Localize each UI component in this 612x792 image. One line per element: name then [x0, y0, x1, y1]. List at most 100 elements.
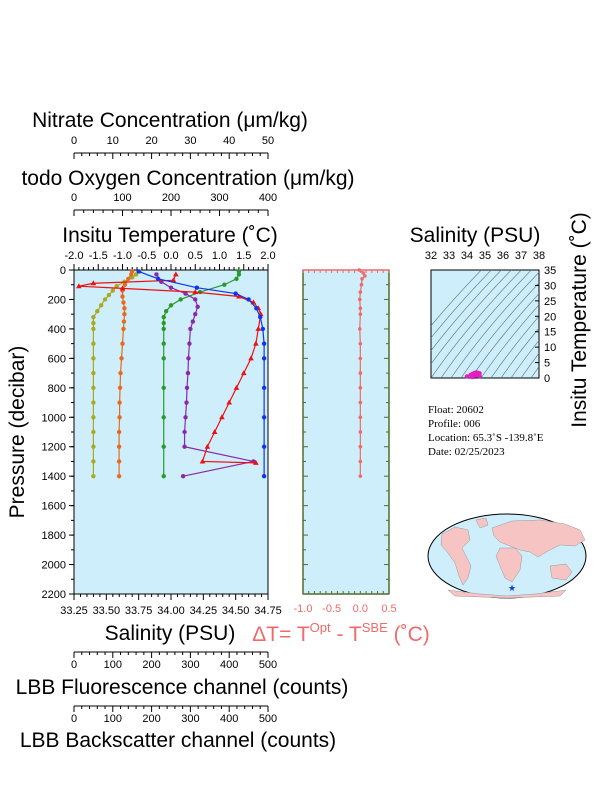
profile-point [183, 291, 188, 296]
oxygen-tick-label: 300 [210, 192, 228, 204]
profile-point [261, 356, 267, 361]
delta-point [358, 306, 363, 311]
nitrate-tick-label: 20 [145, 135, 157, 147]
delta-point [358, 430, 363, 434]
delta-point [358, 290, 363, 294]
profile-point [110, 288, 116, 293]
world-map: ★ [427, 513, 587, 599]
temperature-tick-label: 0.5 [188, 250, 203, 262]
profile-point [226, 399, 232, 405]
profile-point [161, 341, 166, 346]
map-land-australia [549, 563, 573, 581]
profile-point [119, 285, 126, 291]
temperature-tick-label: -1.0 [113, 250, 132, 262]
profile-point [193, 311, 198, 317]
temperature-tick-label: 1.0 [212, 250, 227, 262]
profile-point [136, 269, 141, 274]
ts-x-tick-label: 33 [443, 250, 455, 262]
profile-point [161, 473, 166, 479]
temperature-tick-label: -0.5 [137, 250, 156, 262]
delta-frame [302, 269, 390, 595]
profile-point [185, 370, 191, 376]
ts-y-tick-label: 15 [544, 327, 556, 339]
delta-point [363, 274, 367, 278]
profile-point [126, 276, 131, 282]
delta-point [360, 277, 364, 281]
profile-point [117, 385, 123, 391]
oxygen-tick-label: 400 [259, 192, 277, 204]
date: Date: 02/25/2023 [428, 446, 505, 458]
profile-point [114, 284, 119, 289]
profile-point [91, 444, 96, 449]
profile-point [170, 277, 177, 283]
profile-point [117, 415, 122, 420]
profile-point [182, 429, 187, 435]
temperature-tick-label: 1.5 [236, 250, 251, 262]
profile-point [106, 292, 112, 298]
fluorescence-tick-label: 0 [71, 659, 77, 671]
profile-point [117, 400, 122, 405]
profile-point [194, 285, 200, 290]
salinity-tick-label: 33.50 [93, 605, 121, 617]
profile-point [192, 289, 199, 295]
profile-point [121, 300, 126, 305]
float-id: Float: 20602 [428, 404, 484, 416]
profile-point [161, 444, 166, 449]
profile-point [116, 473, 122, 479]
profile-point [261, 473, 267, 479]
ts-x-tick-label: 37 [515, 250, 527, 262]
profile-point [180, 473, 186, 479]
delta-point [358, 459, 363, 464]
pressure-tick-label: 1200 [42, 442, 66, 454]
profile-point [120, 294, 125, 299]
backscatter-tick-label: 300 [181, 713, 199, 725]
delta-tick-label: 0.5 [381, 603, 396, 615]
delta-point [358, 312, 363, 316]
backscatter-axis: 0 100 200 300 400 500 [71, 705, 277, 725]
ts-density-contours [431, 270, 539, 378]
profile-point [91, 314, 96, 320]
profile-point [116, 459, 122, 464]
profile-point [155, 276, 161, 282]
delta-tick-label: 0.0 [353, 603, 368, 615]
temperature-tick-label: 0.0 [163, 250, 178, 262]
map-land-americas [440, 526, 472, 586]
profile-point [178, 297, 183, 302]
ts-salinity-title: Salinity (PSU) [410, 224, 541, 247]
ts-y-tick-label: 10 [544, 342, 556, 354]
profile-point [119, 356, 124, 361]
salinity-tick-label: 33.75 [125, 605, 153, 617]
delta-point [358, 400, 363, 405]
ts-point [470, 374, 475, 380]
profile-point [204, 443, 211, 449]
profile-point [91, 341, 96, 346]
fluorescence-tick-label: 400 [220, 659, 238, 671]
profile-point [91, 415, 96, 420]
ts-x-tick-label: 34 [461, 250, 473, 262]
profile-point [253, 340, 259, 346]
delta-point [358, 371, 363, 375]
profile-line-5 [138, 270, 265, 477]
profile-point [122, 306, 127, 311]
profile-point [190, 319, 196, 324]
profile-point [261, 341, 267, 346]
fluorescence-tick-label: 100 [104, 659, 122, 671]
fluorescence-tick-label: 300 [181, 659, 199, 671]
profile-point [91, 473, 96, 479]
profile-point [186, 356, 191, 361]
profile-point [255, 325, 262, 331]
pressure-tick-label: 1000 [42, 412, 66, 424]
pressure-tick-label: 1800 [42, 530, 66, 542]
pressure-tick-label: 800 [48, 383, 66, 395]
profile-point [91, 400, 96, 405]
ts-point [477, 373, 482, 379]
salinity-tick-label: 34.75 [254, 605, 282, 617]
ts-point [473, 373, 479, 378]
profile-point [161, 326, 166, 332]
oxygen-tick-label: 0 [71, 192, 77, 204]
ts-y-tick-label: 35 [544, 265, 556, 277]
map-land-greenland [475, 517, 489, 529]
profile-point [183, 415, 188, 420]
ts-y-tick-label: 0 [544, 373, 550, 385]
pressure-axis-title: Pressure (decibar) [6, 346, 29, 519]
